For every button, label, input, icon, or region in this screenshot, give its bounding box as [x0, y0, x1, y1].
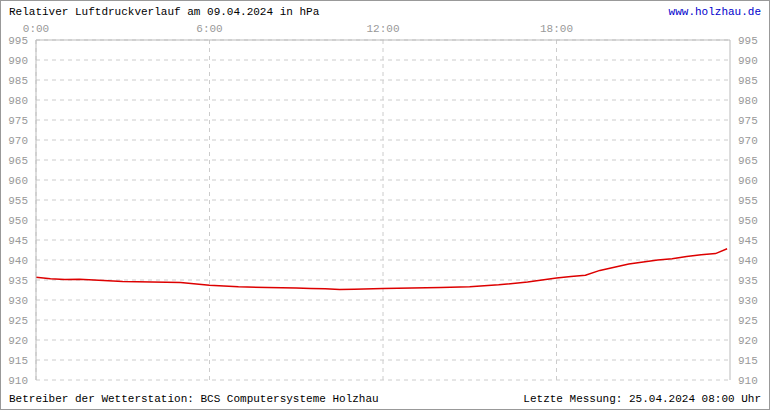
svg-text:995: 995 — [738, 35, 758, 47]
svg-text:12:00: 12:00 — [366, 23, 399, 35]
svg-text:920: 920 — [8, 335, 28, 347]
svg-text:915: 915 — [738, 355, 758, 367]
svg-text:935: 935 — [8, 275, 28, 287]
svg-text:985: 985 — [738, 75, 758, 87]
svg-text:925: 925 — [738, 315, 758, 327]
svg-text:945: 945 — [738, 235, 758, 247]
svg-text:975: 975 — [738, 115, 758, 127]
svg-text:965: 965 — [738, 155, 758, 167]
svg-text:940: 940 — [738, 255, 758, 267]
html-text:Letzte Messung: 25.04.2024 08:: Letzte Messung: 25.04.2024 08:00 Uhr — [523, 393, 761, 405]
svg-text:965: 965 — [8, 155, 28, 167]
svg-text:990: 990 — [738, 55, 758, 67]
svg-text:0:00: 0:00 — [23, 23, 49, 35]
html-text:Betreiber der Wetterstation: B: Betreiber der Wetterstation: BCS Compute… — [9, 393, 379, 405]
svg-text:920: 920 — [738, 335, 758, 347]
svg-text:985: 985 — [8, 75, 28, 87]
svg-text:930: 930 — [738, 295, 758, 307]
svg-text:950: 950 — [738, 215, 758, 227]
svg-text:925: 925 — [8, 315, 28, 327]
svg-text:910: 910 — [738, 375, 758, 387]
svg-text:930: 930 — [8, 295, 28, 307]
svg-text:6:00: 6:00 — [196, 23, 222, 35]
svg-text:975: 975 — [8, 115, 28, 127]
svg-text:915: 915 — [8, 355, 28, 367]
svg-text:950: 950 — [8, 215, 28, 227]
svg-text:990: 990 — [8, 55, 28, 67]
svg-text:980: 980 — [8, 95, 28, 107]
svg-text:960: 960 — [8, 175, 28, 187]
svg-text:935: 935 — [738, 275, 758, 287]
svg-text:970: 970 — [8, 135, 28, 147]
svg-text:18:00: 18:00 — [540, 23, 573, 35]
svg-text:980: 980 — [738, 95, 758, 107]
html-text:www.holzhau.de: www.holzhau.de — [668, 6, 761, 18]
svg-text:995: 995 — [8, 35, 28, 47]
svg-text:960: 960 — [738, 175, 758, 187]
svg-text:970: 970 — [738, 135, 758, 147]
html-text:Relativer Luftdruckverlauf am: Relativer Luftdruckverlauf am 09.04.2024… — [9, 6, 320, 18]
svg-text:955: 955 — [8, 195, 28, 207]
svg-text:940: 940 — [8, 255, 28, 267]
svg-text:945: 945 — [8, 235, 28, 247]
svg-text:910: 910 — [8, 375, 28, 387]
svg-text:955: 955 — [738, 195, 758, 207]
